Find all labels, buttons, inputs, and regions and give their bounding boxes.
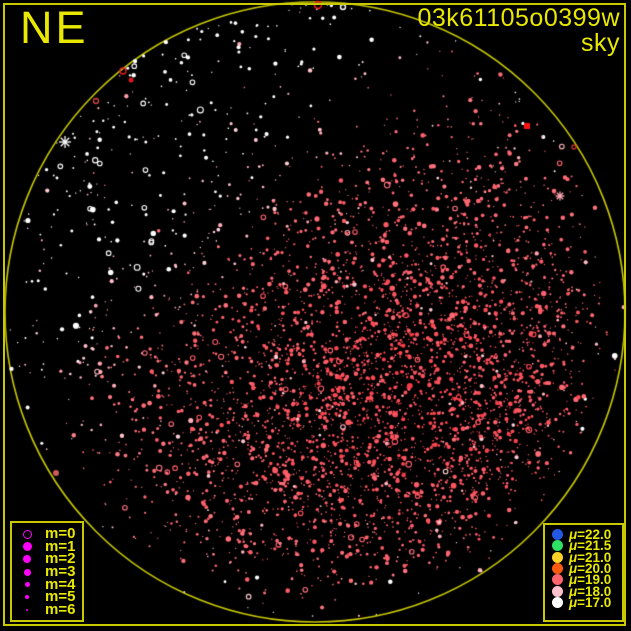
- brightness-legend-row: μ=18.0: [549, 583, 622, 599]
- filled-circle-marker-icon: [23, 568, 31, 576]
- filled-circle-marker-icon: [552, 585, 563, 597]
- magnitude-legend-label: m=0: [45, 525, 76, 543]
- mu-symbol: μ: [569, 583, 578, 599]
- brightness-legend-label: μ=21.5: [569, 538, 612, 554]
- legend-marker-cell: [15, 555, 39, 564]
- brightness-legend-row: μ=19.0: [549, 572, 622, 588]
- filled-circle-marker-icon: [552, 529, 563, 541]
- magnitude-legend-label: m=2: [45, 550, 76, 568]
- legend-marker-cell: [15, 595, 39, 600]
- brightness-value: =20.0: [577, 561, 612, 577]
- filled-circle-marker-icon: [25, 595, 29, 600]
- brightness-legend-row: μ=21.5: [549, 538, 622, 554]
- filled-circle-marker-icon: [23, 555, 31, 564]
- legend-marker-cell: [15, 529, 39, 539]
- filled-circle-marker-icon: [22, 542, 32, 552]
- brightness-legend-row: μ=22.0: [549, 527, 622, 543]
- mu-symbol: μ: [569, 561, 578, 577]
- brightness-legend-label: μ=18.0: [569, 583, 612, 599]
- legend-marker-cell: [549, 596, 566, 608]
- brightness-legend-label: μ=21.0: [569, 549, 612, 565]
- brightness-value: =19.0: [577, 572, 612, 588]
- magnitude-legend: m=0 m=1 m=2 m=3 m=4 m=5 m=6: [10, 521, 84, 622]
- page-title: 03k61105o0399w: [417, 4, 620, 32]
- filled-circle-marker-icon: [25, 608, 29, 612]
- mu-symbol: μ: [569, 572, 578, 588]
- magnitude-legend-row: m=2: [15, 550, 82, 568]
- legend-marker-cell: [549, 563, 566, 575]
- brightness-legend-label: μ=19.0: [569, 572, 612, 588]
- filled-circle-marker-icon: [552, 563, 563, 575]
- filled-circle-marker-icon: [552, 596, 563, 608]
- legend-marker-cell: [549, 529, 566, 541]
- magnitude-legend-label: m=3: [45, 563, 76, 581]
- brightness-value: =18.0: [577, 583, 612, 599]
- filled-circle-marker-icon: [552, 574, 563, 586]
- magnitude-legend-row: m=3: [15, 563, 82, 581]
- legend-marker-cell: [549, 551, 566, 563]
- legend-marker-cell: [15, 542, 39, 552]
- brightness-legend-row: μ=20.0: [549, 561, 622, 577]
- brightness-legend-row: μ=21.0: [549, 549, 622, 565]
- legend-marker-cell: [15, 568, 39, 576]
- legend-marker-cell: [15, 608, 39, 612]
- filled-circle-marker-icon: [24, 582, 30, 588]
- magnitude-legend-row: m=0: [15, 525, 82, 543]
- surface-brightness-legend: μ=22.0 μ=21.5 μ=21.0 μ=20.0 μ=19.0 μ=18.0 μ=17…: [543, 523, 624, 622]
- mu-symbol: μ: [569, 527, 578, 543]
- orientation-label: NE: [20, 2, 89, 53]
- magnitude-legend-row: m=6: [15, 600, 82, 618]
- brightness-legend-label: μ=17.0: [569, 594, 612, 610]
- legend-marker-cell: [549, 585, 566, 597]
- open-circle-marker-icon: [22, 529, 32, 539]
- magnitude-legend-label: m=1: [45, 537, 76, 555]
- mu-symbol: μ: [569, 594, 578, 610]
- brightness-value: =21.5: [577, 538, 612, 554]
- magnitude-legend-row: m=5: [15, 588, 82, 606]
- magnitude-legend-label: m=4: [45, 575, 76, 593]
- mu-symbol: μ: [569, 538, 578, 554]
- filled-circle-marker-icon: [552, 551, 563, 563]
- title-block: 03k61105o0399w sky: [417, 6, 620, 56]
- brightness-value: =17.0: [577, 594, 612, 610]
- magnitude-legend-row: m=1: [15, 537, 82, 555]
- brightness-value: =22.0: [577, 527, 612, 543]
- magnitude-legend-row: m=4: [15, 575, 82, 593]
- legend-marker-cell: [549, 574, 566, 586]
- legend-marker-cell: [15, 582, 39, 588]
- brightness-legend-label: μ=20.0: [569, 561, 612, 577]
- legend-marker-cell: [549, 540, 566, 552]
- magnitude-legend-label: m=6: [45, 600, 76, 618]
- brightness-legend-label: μ=22.0: [569, 527, 612, 543]
- magnitude-legend-label: m=5: [45, 588, 76, 606]
- page-subtitle: sky: [581, 29, 620, 57]
- mu-symbol: μ: [569, 549, 578, 565]
- filled-circle-marker-icon: [552, 540, 563, 552]
- brightness-legend-row: μ=17.0: [549, 594, 622, 610]
- brightness-value: =21.0: [577, 549, 612, 565]
